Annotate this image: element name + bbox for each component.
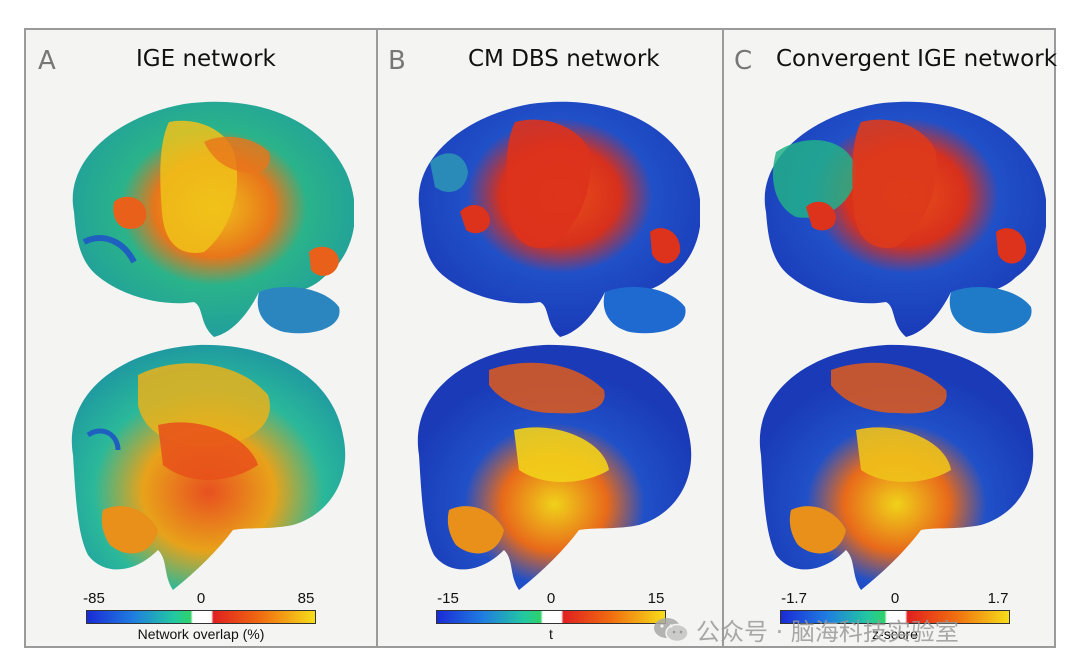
colorbar-label: t	[549, 626, 553, 642]
watermark-text: 公众号 · 脑海科技实验室	[696, 618, 959, 646]
brain-medial-view	[759, 344, 1034, 590]
colorbar-max: 85	[297, 590, 315, 607]
panel-divider	[376, 30, 378, 646]
panel-title: IGE network	[136, 46, 276, 72]
panel-letter: C	[734, 46, 753, 76]
colorbar-max: 1.7	[987, 590, 1009, 607]
colorbar-gradient	[436, 610, 666, 624]
colorbar: -15 0 15 t	[436, 590, 666, 642]
colorbar-min: -1.7	[781, 590, 807, 607]
colorbar-min: -85	[83, 590, 105, 607]
panel-letter: A	[38, 46, 56, 76]
colorbar: -1.7 0 1.7 z-score	[780, 590, 1010, 642]
colorbar-label: Network overlap (%)	[137, 626, 265, 642]
panel-c: C Convergent IGE network -1.7 0 1.7 z-sc…	[724, 30, 1058, 646]
colorbar: -85 0 85 Network overlap (%)	[83, 590, 316, 642]
colorbar-mid: 0	[196, 590, 206, 607]
colorbar-mid: 0	[890, 590, 900, 607]
colorbar-mid: 0	[546, 590, 556, 607]
brain-lateral-view	[72, 101, 354, 337]
panel-title: Convergent IGE network	[776, 46, 1058, 72]
panel-letter: B	[388, 46, 406, 76]
panel-divider	[722, 30, 724, 646]
brain-medial-view	[71, 344, 346, 590]
brain-lateral-view	[764, 101, 1046, 337]
brain-lateral-view	[418, 101, 700, 337]
panel-title: CM DBS network	[468, 46, 660, 72]
panel-a: A IGE network -85 0 85 Network overlap (…	[26, 30, 376, 646]
figure-frame: A IGE network -85 0 85 Network overlap (…	[24, 28, 1058, 648]
colorbar-gradient	[780, 610, 1010, 624]
wechat-icon	[654, 617, 689, 642]
colorbar-max: 15	[647, 590, 665, 607]
colorbar-gradient	[86, 610, 316, 624]
watermark: 公众号 · 脑海科技实验室	[652, 612, 959, 647]
colorbar-label: z-score	[872, 626, 918, 642]
panel-b: B CM DBS network -15 0 15 t	[378, 30, 722, 646]
brain-medial-view	[417, 344, 692, 590]
colorbar-min: -15	[437, 590, 459, 607]
